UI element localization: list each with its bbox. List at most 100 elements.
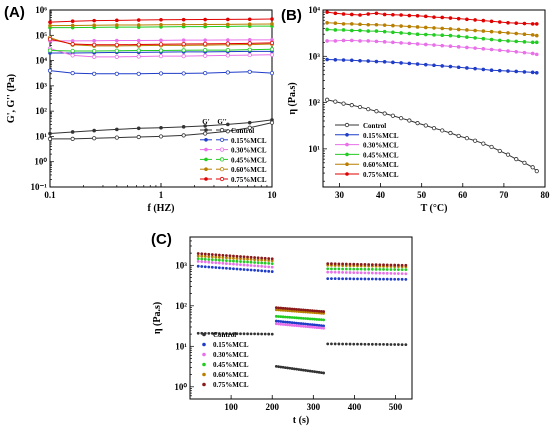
data-point: [506, 69, 510, 73]
data-point: [506, 49, 510, 53]
data-point: [497, 48, 502, 53]
data-point: [448, 130, 453, 136]
data-point: [317, 326, 321, 330]
data-point: [292, 316, 296, 320]
data-point: [286, 307, 289, 310]
legend-marker: [204, 147, 208, 152]
data-point: [393, 343, 397, 346]
legend-marker: [204, 157, 208, 162]
data-point: [263, 269, 267, 273]
legend-marker: [345, 172, 349, 176]
data-point: [159, 22, 163, 27]
data-point: [70, 70, 75, 76]
data-point: [214, 255, 218, 259]
data-point: [249, 257, 253, 261]
data-point: [348, 277, 352, 281]
data-point: [277, 306, 280, 310]
data-point: [239, 257, 242, 261]
data-point: [115, 18, 119, 23]
data-point: [210, 332, 214, 335]
data-point: [235, 257, 239, 260]
data-point: [256, 269, 260, 272]
legend-header: G'': [217, 118, 226, 126]
data-point: [400, 268, 404, 272]
data-point: [247, 52, 252, 58]
data-point: [114, 42, 119, 47]
data-point: [356, 262, 359, 266]
data-point: [232, 262, 235, 266]
data-point: [497, 38, 502, 43]
data-point: [260, 264, 264, 268]
data-point: [396, 268, 400, 271]
data-point: [158, 42, 164, 47]
data-point: [299, 316, 303, 320]
data-point: [306, 322, 310, 326]
data-point: [341, 271, 345, 274]
data-point: [333, 99, 338, 104]
data-point: [292, 367, 296, 371]
x-tick-label: 400: [348, 402, 362, 412]
data-point: [382, 60, 387, 64]
data-point: [319, 309, 323, 313]
data-point: [390, 113, 395, 118]
data-point: [301, 368, 305, 372]
data-point: [225, 41, 230, 46]
data-point: [304, 325, 308, 328]
data-point: [310, 369, 314, 373]
data-point: [352, 342, 356, 346]
data-point: [374, 11, 379, 16]
data-point: [114, 54, 119, 59]
data-point: [432, 63, 436, 68]
data-point: [423, 123, 428, 128]
data-point: [341, 262, 345, 266]
data-point: [356, 277, 359, 281]
data-point: [92, 48, 97, 54]
data-point: [181, 133, 186, 138]
legend-marker: [202, 372, 206, 377]
data-point: [306, 308, 310, 312]
data-point: [290, 307, 294, 311]
data-point: [270, 259, 274, 263]
data-point: [115, 23, 119, 27]
data-point: [367, 267, 371, 271]
data-point: [225, 70, 230, 75]
data-point: [181, 48, 186, 53]
data-point: [217, 258, 221, 262]
legend-marker: [219, 127, 225, 133]
data-point: [348, 262, 352, 266]
data-point: [337, 342, 341, 346]
data-point: [295, 309, 298, 313]
data-point: [333, 57, 338, 62]
data-point: [530, 33, 535, 37]
data-point: [301, 316, 305, 320]
data-point: [322, 324, 326, 328]
data-point: [203, 47, 208, 53]
data-point: [404, 268, 408, 272]
data-point: [260, 258, 264, 262]
data-point: [325, 97, 330, 102]
legend-label: 0.30%MCL: [213, 351, 249, 359]
data-point: [448, 44, 453, 49]
data-point: [489, 19, 494, 24]
x-tick-label: 80: [541, 190, 550, 200]
data-point: [256, 261, 260, 265]
data-point: [378, 263, 382, 267]
data-point: [356, 342, 359, 346]
data-point: [247, 17, 252, 22]
data-point: [325, 20, 329, 25]
data-point: [270, 17, 274, 21]
data-point: [374, 263, 378, 267]
data-point: [348, 271, 352, 274]
data-point: [203, 252, 207, 256]
data-point: [389, 277, 393, 281]
data-point: [325, 57, 329, 62]
data-point: [308, 325, 312, 329]
legend-marker: [345, 152, 349, 157]
data-point: [497, 68, 502, 73]
y-tick-label: 10¹: [175, 341, 187, 351]
legend-marker: [219, 137, 225, 142]
data-point: [341, 12, 346, 16]
data-point: [530, 40, 535, 45]
data-point: [48, 23, 52, 28]
data-point: [374, 22, 379, 27]
